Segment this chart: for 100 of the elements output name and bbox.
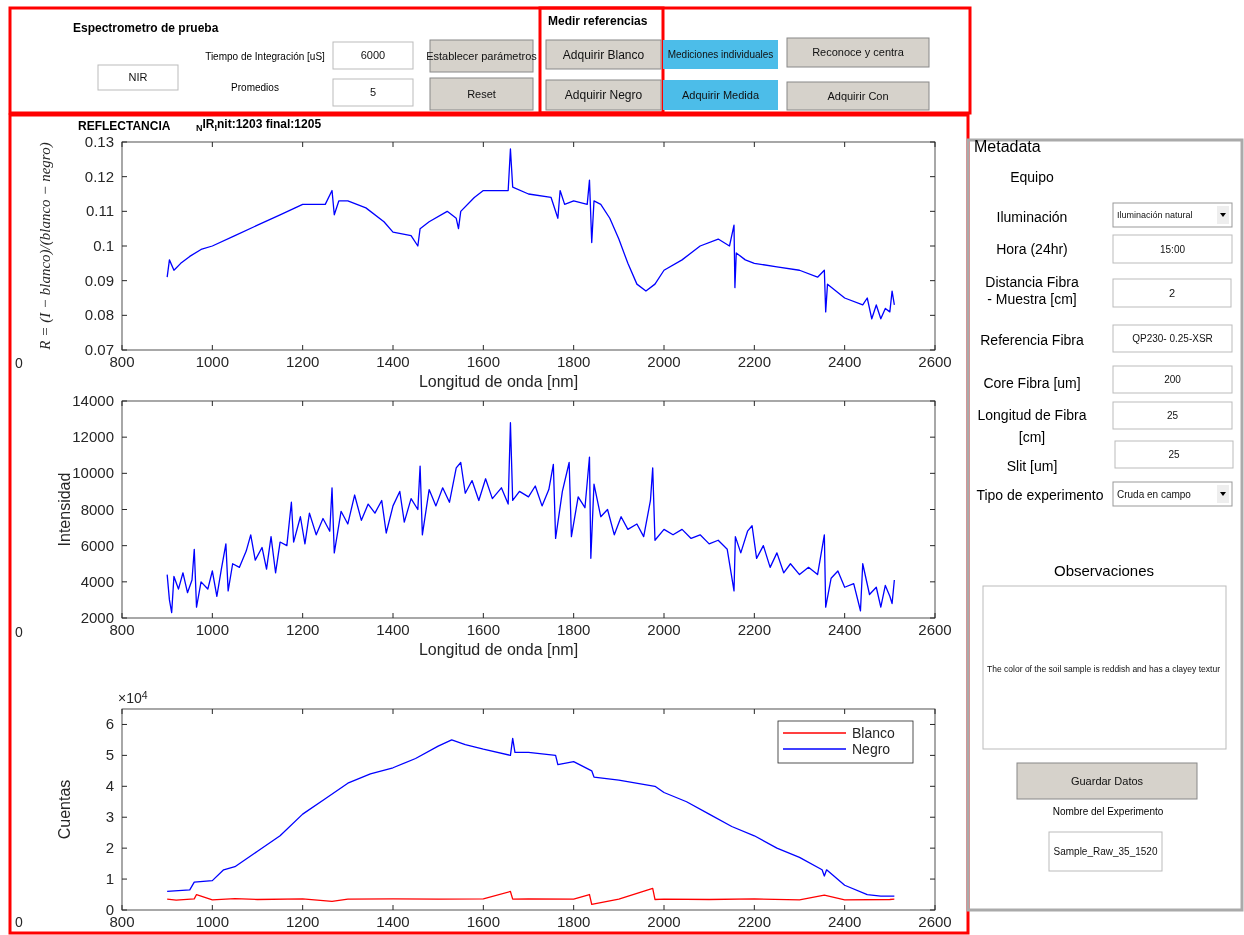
y-tick-label: 6 [105, 715, 114, 733]
x-tick-label: 2600 [918, 913, 952, 930]
x-tick-label: 2000 [647, 621, 681, 638]
y-axis-title: R = (I − blanco)/(blanco − negro) [37, 142, 54, 351]
x-tick-label: 1800 [556, 913, 591, 930]
legend-label: Negro [852, 741, 891, 757]
y-tick-label: 0.1 [93, 237, 114, 254]
y-tick-label: 6000 [80, 536, 114, 554]
text: Guardar Datos [1070, 774, 1144, 787]
line-series [166, 887, 895, 906]
text: Iluminación [996, 209, 1068, 225]
legend-label: Blanco [852, 725, 896, 741]
text: Referencia Fibra [980, 332, 1084, 348]
text: Reset [467, 87, 496, 100]
x-tick-label: 1000 [195, 353, 230, 370]
text: Core Fibra [um] [983, 375, 1081, 391]
line-series [166, 737, 895, 897]
text: 25 [1168, 449, 1180, 460]
chart-subtitle: $_{N}$IR$_{I}$nit:1203 final:1205 [196, 117, 322, 133]
text: - Muestra [cm] [987, 291, 1077, 307]
x-tick-label: 2600 [918, 621, 952, 638]
x-axis-title: Longitud de onda [nm] [418, 373, 579, 390]
text: Adquirir Negro [564, 88, 643, 103]
x-tick-label: 1400 [376, 913, 410, 930]
y-tick-label: 14000 [72, 392, 114, 409]
text: Adquirir Con [827, 89, 889, 102]
text: Hora (24hr) [996, 241, 1068, 257]
x-tick-label: 2000 [647, 353, 681, 370]
text: Cruda en campo [1117, 488, 1192, 500]
x-tick-label: 1800 [556, 353, 591, 370]
y-tick-label: 0.13 [84, 133, 114, 150]
x-tick-label: 1600 [466, 621, 501, 638]
x-tick-label: 2400 [827, 353, 862, 370]
text: 0 [15, 914, 23, 930]
x-tick-label: 1800 [556, 621, 591, 638]
text: Mediciones individuales [667, 49, 774, 60]
text: Tiempo de Integración [uS] [205, 51, 326, 62]
text: Slit [um] [1006, 458, 1058, 474]
text: Metadata [974, 138, 1041, 155]
chart-title: REFLECTANCIA [78, 119, 171, 133]
text: 5 [369, 86, 377, 99]
y-tick-label: 0 [105, 901, 114, 918]
x-tick-label: 2000 [647, 913, 681, 930]
text: Longitud de Fibra [977, 407, 1087, 423]
line-series [166, 422, 895, 614]
y-tick-label: 12000 [72, 428, 114, 446]
y-tick-label: 8000 [80, 500, 114, 518]
x-tick-label: 1200 [285, 621, 320, 638]
text: 200 [1164, 374, 1182, 385]
x-tick-label: 1600 [466, 353, 501, 370]
y-tick-label: 0.09 [84, 271, 114, 289]
text: NIR [128, 71, 148, 84]
x-tick-label: 2600 [918, 353, 952, 370]
y-tick-label: 3 [105, 808, 114, 826]
text: 2 [1168, 286, 1176, 299]
text: Promedios [231, 82, 279, 93]
text: Equipo [1010, 169, 1055, 185]
y-tick-label: 2 [105, 839, 114, 857]
text: Sample_Raw_35_1520 [1053, 846, 1158, 857]
text: Espectrometro de prueba [73, 21, 219, 35]
x-axis-title: Longitud de onda [nm] [418, 641, 579, 658]
x-tick-label: 2400 [827, 913, 862, 930]
text: Iluminación natural [1117, 210, 1193, 221]
text: QP230- 0.25-XSR [1132, 333, 1213, 344]
y-tick-label: 1 [105, 870, 114, 888]
y-tick-label: 4 [105, 777, 114, 795]
y-tick-label: 4000 [80, 572, 114, 590]
y-tick-label: 0.08 [84, 306, 114, 324]
text: 0 [15, 355, 23, 371]
y-tick-label: 2000 [80, 609, 114, 626]
x-tick-label: 2200 [737, 913, 772, 930]
x-tick-label: 1400 [376, 621, 410, 638]
text: The color of the soil sample is reddish and has a clayey textur [987, 663, 1234, 674]
x-tick-label: 1000 [195, 621, 230, 638]
y-tick-label: 0.12 [84, 167, 114, 185]
x-tick-label: 1600 [466, 913, 501, 930]
text: 15:00 [1159, 243, 1186, 255]
x-tick-label: 1000 [195, 913, 230, 930]
text: ×10$^{4}$ [118, 688, 148, 706]
y-tick-label: 10000 [72, 464, 114, 482]
y-axis-title: Cuentas [56, 779, 73, 840]
y-axis-title: Intensidad [56, 472, 73, 547]
y-tick-label: 0.11 [85, 202, 114, 220]
text: Nombre del Experimento [1052, 806, 1164, 817]
text: Tipo de experimento [976, 487, 1104, 503]
x-tick-label: 2200 [737, 621, 772, 638]
text: Adquirir Blanco [562, 47, 645, 62]
text: 6000 [360, 49, 386, 62]
x-tick-label: 1200 [285, 353, 320, 370]
text: [cm] [1018, 429, 1046, 445]
text: 25 [1166, 410, 1179, 421]
text: Establecer parámetros [426, 49, 538, 62]
x-tick-label: 1400 [376, 353, 410, 370]
text: Distancia Fibra [985, 274, 1079, 290]
line-series [166, 148, 895, 320]
text: Reconoce y centra [812, 46, 905, 59]
text: Adquirir Medida [681, 88, 760, 101]
x-tick-label: 1200 [285, 913, 320, 930]
y-tick-label: 5 [105, 746, 114, 764]
text: Medir referencias [548, 14, 648, 28]
